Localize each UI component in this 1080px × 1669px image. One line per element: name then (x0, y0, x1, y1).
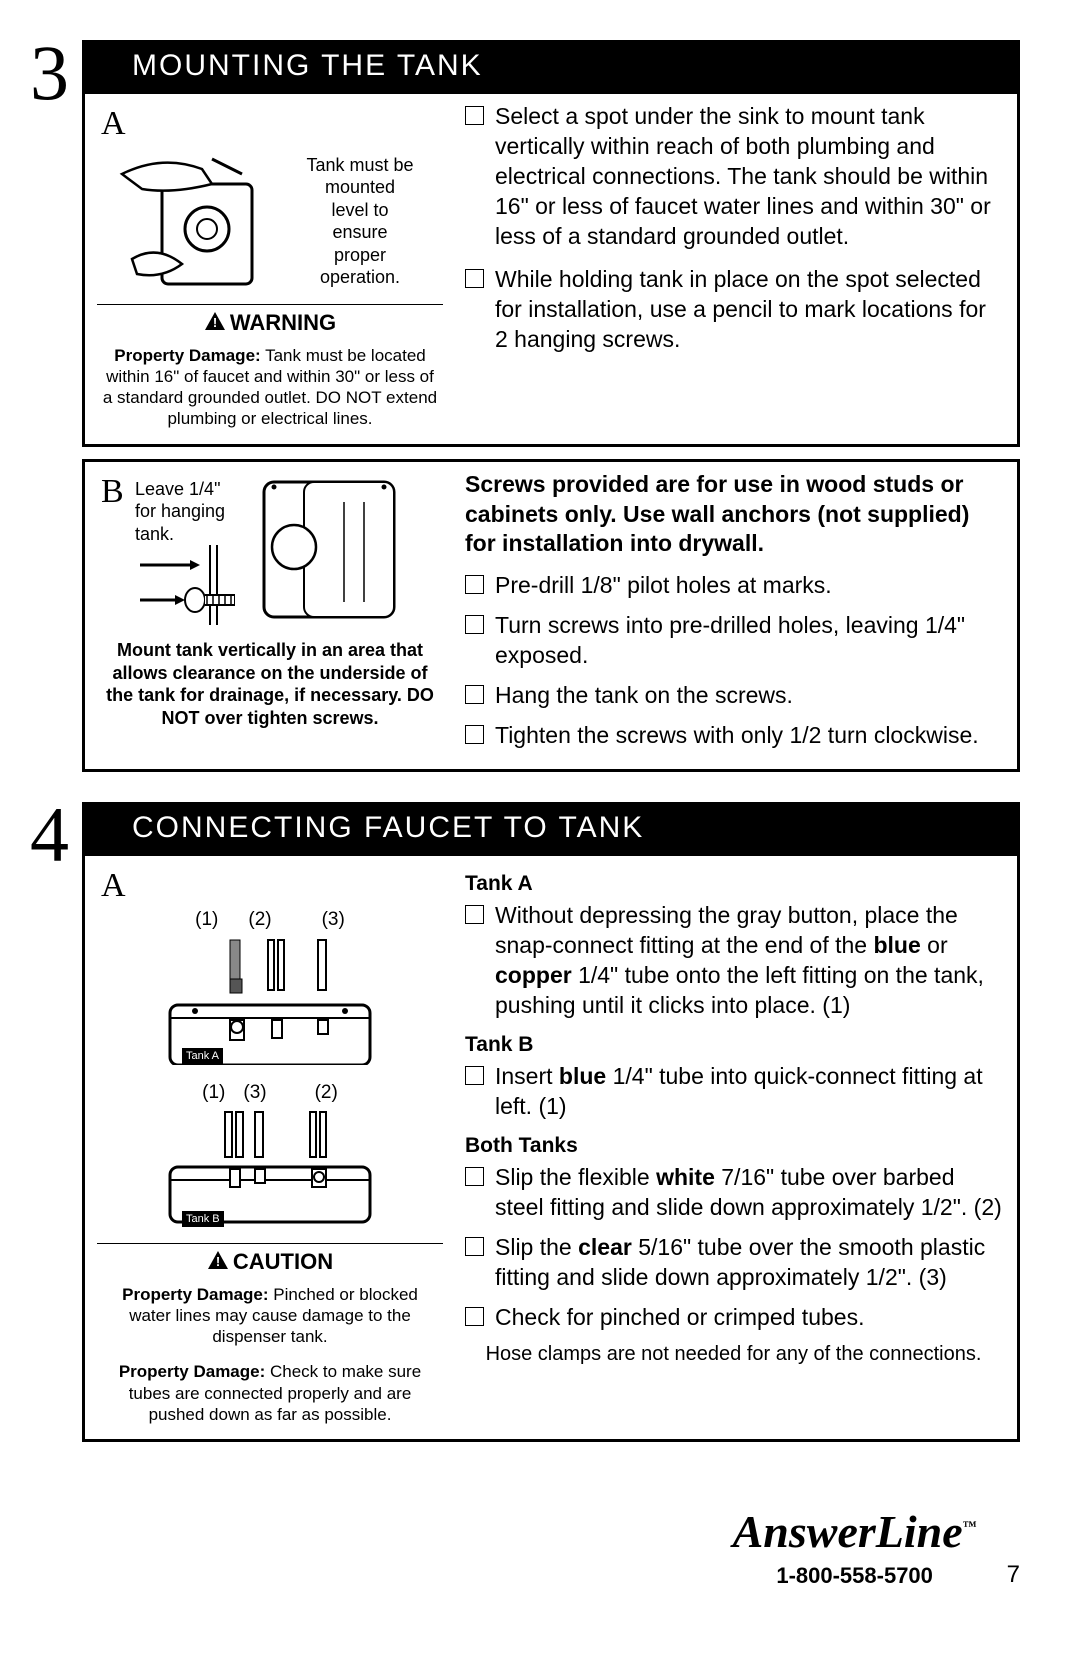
check-item: Hang the tank on the screws. (465, 681, 1002, 711)
warning-icon: ! (207, 1249, 229, 1278)
phone-number: 1-800-558-5700 (733, 1562, 977, 1591)
checklist-3a: Select a spot under the sink to mount ta… (465, 102, 1002, 355)
step3-panel-a: A Tank must be mounted level to ensure p… (82, 91, 1020, 447)
subhead-tank-a: Tank A (465, 870, 1002, 897)
page-footer: AnswerLine™ 1-800-558-5700 7 (60, 1502, 1020, 1590)
screw-illustration (135, 545, 235, 625)
caution-header: ! CAUTION (97, 1243, 443, 1281)
caution-text-1: Property Damage: Pinched or blocked wate… (97, 1282, 443, 1354)
step3-panel-b: B Leave 1/4" for hanging tank. (82, 459, 1020, 772)
step-3: 3 MOUNTING THE TANK A (60, 40, 1020, 772)
illustration-tank-mount (97, 146, 297, 296)
warning-icon: ! (204, 310, 226, 339)
illustration-tank-back (241, 470, 411, 630)
checklist-3b: Pre-drill 1/8" pilot holes at marks. Tur… (465, 571, 1002, 750)
subhead-both: Both Tanks (465, 1132, 1002, 1159)
check-item: Slip the clear 5/16" tube over the smoot… (465, 1233, 1002, 1293)
check-item: Without depressing the gray button, plac… (465, 901, 1002, 1021)
check-item: Select a spot under the sink to mount ta… (465, 102, 1002, 251)
substep-letter: B (97, 470, 129, 514)
step-number: 3 (30, 22, 69, 123)
svg-text:!: ! (213, 315, 217, 330)
check-item: Turn screws into pre-drilled holes, leav… (465, 611, 1002, 671)
step-number: 4 (30, 784, 69, 885)
screw-note: Screws provided are for use in wood stud… (465, 470, 1002, 560)
check-item: Tighten the screws with only 1/2 turn cl… (465, 721, 1002, 751)
illustration-caption: Tank must be mounted level to ensure pro… (305, 154, 415, 289)
check-item: While holding tank in place on the spot … (465, 265, 1002, 355)
step-title: CONNECTING FAUCET TO TANK (82, 802, 1020, 853)
step-title: MOUNTING THE TANK (82, 40, 1020, 91)
subhead-tank-b: Tank B (465, 1031, 1002, 1058)
leave-caption: Leave 1/4" for hanging tank. (135, 478, 235, 546)
substep-letter: A (97, 864, 443, 908)
tank-b-label: Tank B (182, 1211, 224, 1227)
step-4: 4 CONNECTING FAUCET TO TANK A (1) (2) (3… (60, 802, 1020, 1442)
check-item: Insert blue 1/4" tube into quick-connect… (465, 1062, 1002, 1122)
tank-diagrams: (1) (2) (3) (97, 908, 443, 1235)
tank-a-svg (140, 935, 400, 1065)
check-item: Pre-drill 1/8" pilot holes at marks. (465, 571, 1002, 601)
mount-note: Mount tank vertically in an area that al… (97, 639, 443, 729)
brand-logo: AnswerLine™ (733, 1502, 977, 1562)
hose-note: Hose clamps are not needed for any of th… (465, 1342, 1002, 1367)
svg-text:!: ! (216, 1254, 220, 1269)
tank-a-label: Tank A (182, 1048, 223, 1064)
warning-text: Property Damage: Tank must be located wi… (97, 343, 443, 436)
check-item: Slip the flexible white 7/16" tube over … (465, 1163, 1002, 1223)
caution-text-2: Property Damage: Check to make sure tube… (97, 1359, 443, 1431)
tank-b-svg (140, 1107, 400, 1227)
step4-panel-a: A (1) (2) (3) (82, 853, 1020, 1442)
substep-letter: A (97, 102, 443, 146)
check-item: Check for pinched or crimped tubes. (465, 1303, 1002, 1333)
warning-header: ! WARNING (97, 304, 443, 342)
page-number: 7 (1007, 1559, 1020, 1590)
